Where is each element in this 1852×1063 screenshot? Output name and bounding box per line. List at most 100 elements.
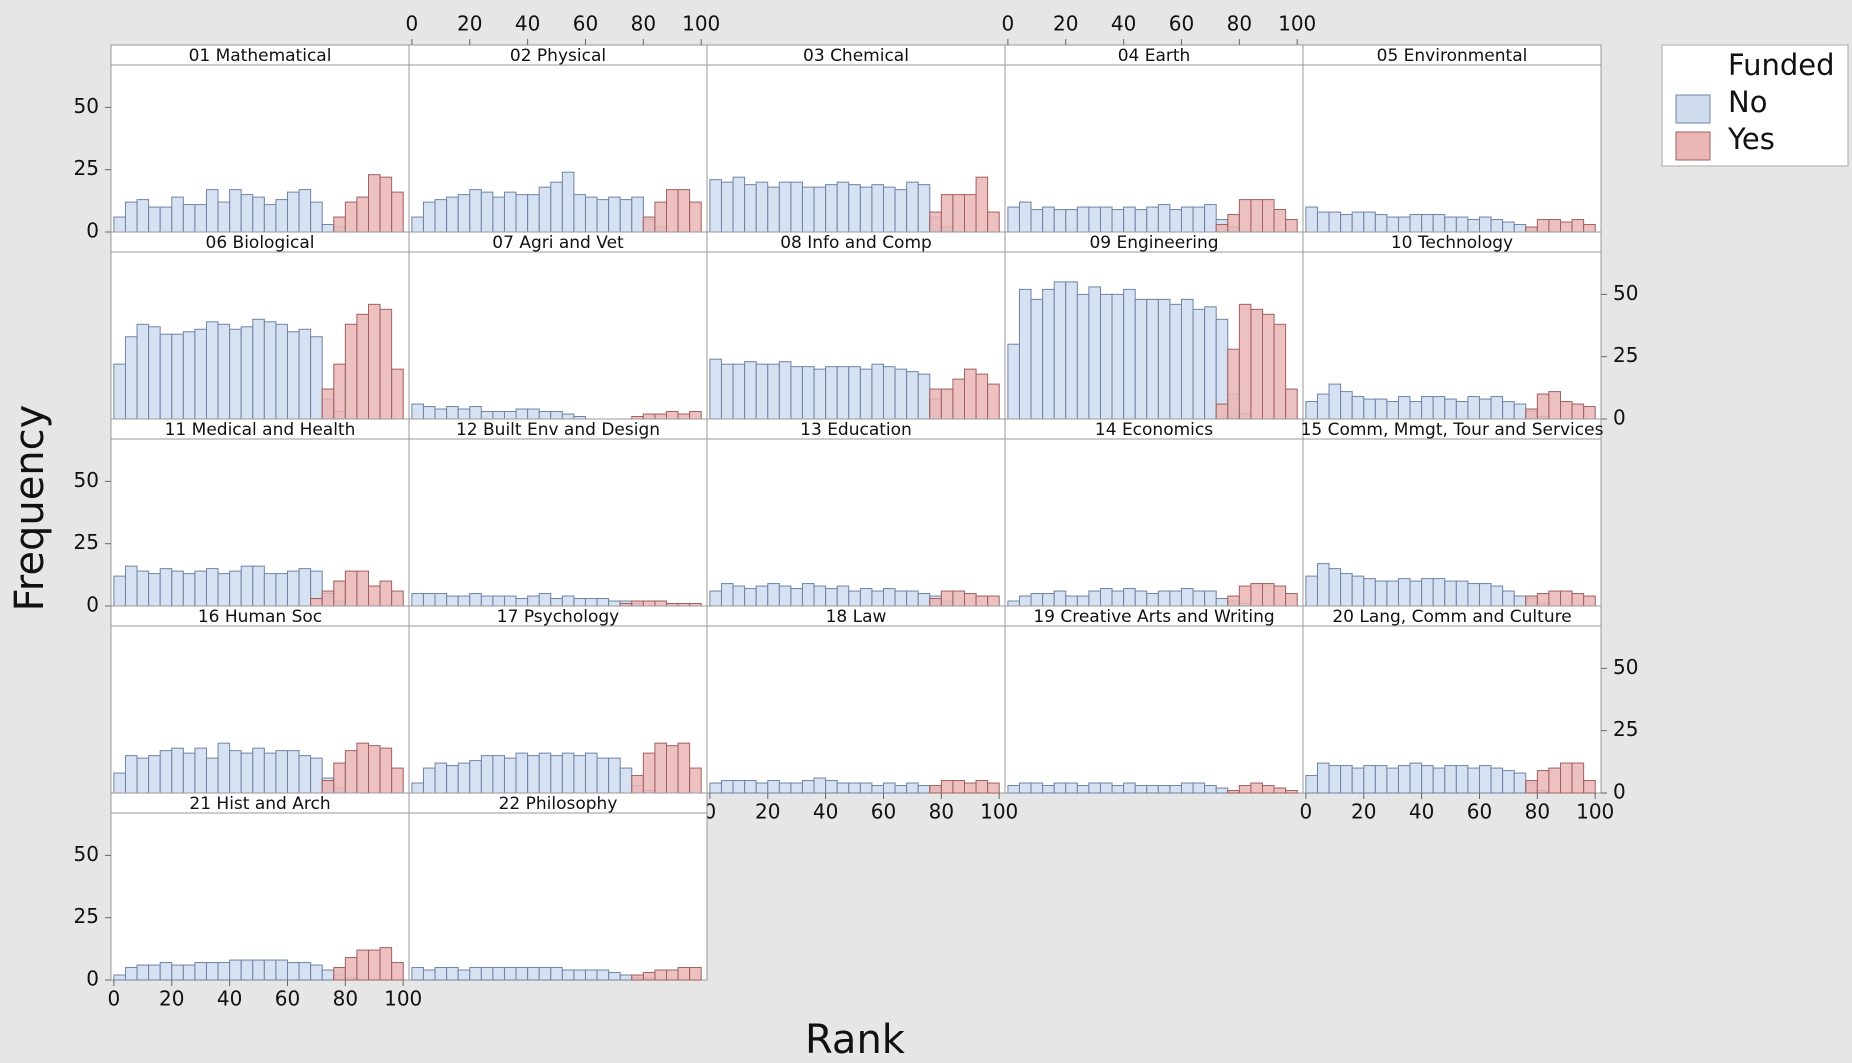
histogram-bar — [631, 196, 644, 233]
histogram-bar — [642, 600, 656, 607]
histogram-bar — [1215, 598, 1229, 607]
histogram-bar — [515, 408, 529, 420]
x-tick-label: 40 — [1409, 800, 1434, 824]
histogram-bar — [1571, 762, 1585, 794]
panel — [1302, 605, 1602, 794]
y-tick-label: 0 — [86, 967, 99, 991]
histogram-bar — [1111, 209, 1125, 233]
histogram-bar — [1536, 219, 1550, 233]
histogram-bar — [411, 403, 424, 420]
histogram-bar — [1250, 583, 1263, 607]
histogram-bar — [1525, 780, 1538, 794]
histogram-bar — [732, 176, 746, 233]
histogram-bar — [182, 752, 196, 794]
histogram-bar — [527, 194, 540, 233]
histogram-bar — [1467, 219, 1480, 233]
histogram-bar — [975, 780, 989, 794]
histogram-bar — [940, 780, 954, 794]
histogram-bar — [457, 969, 471, 981]
histogram-bar — [619, 974, 633, 981]
histogram-bar — [1157, 298, 1171, 420]
histogram-bar — [515, 194, 529, 233]
histogram-bar — [538, 752, 552, 794]
histogram-bar — [217, 742, 231, 794]
histogram-bar — [1478, 398, 1492, 420]
histogram-bar — [1455, 580, 1469, 607]
histogram-bar — [457, 762, 471, 794]
histogram-bar — [263, 959, 277, 981]
histogram-bar — [1204, 204, 1217, 233]
panel — [408, 792, 708, 981]
histogram-bar — [963, 194, 977, 233]
x-tick-label: 20 — [457, 12, 482, 36]
histogram-bar — [1548, 219, 1561, 233]
x-tick-label: 0 — [406, 12, 419, 36]
histogram-bar — [642, 413, 656, 420]
histogram-bar — [422, 406, 436, 420]
histogram-bar — [882, 186, 896, 233]
histogram-bar — [1180, 782, 1194, 794]
histogram-bar — [1409, 762, 1423, 794]
histogram-bar — [665, 969, 679, 981]
histogram-bar — [356, 570, 369, 607]
histogram-bar — [882, 588, 896, 607]
histogram-bar — [159, 750, 173, 794]
histogram-bar — [422, 201, 436, 233]
histogram-bar — [1351, 211, 1365, 233]
histogram-bar — [480, 191, 494, 233]
histogram-bar — [1192, 308, 1206, 420]
histogram-bar — [229, 750, 242, 794]
histogram-bar — [1571, 593, 1585, 607]
histogram-bar — [286, 962, 300, 981]
histogram-bar — [446, 196, 459, 233]
histogram-bar — [1305, 401, 1318, 420]
histogram-bar — [1285, 219, 1298, 233]
histogram-bar — [1374, 214, 1388, 233]
histogram-bar — [767, 780, 780, 794]
histogram-bar — [1273, 323, 1287, 420]
histogram-bar — [333, 216, 346, 233]
histogram-bar — [391, 191, 404, 233]
histogram-bar — [1409, 401, 1423, 420]
histogram-bar — [1432, 578, 1446, 607]
histogram-bar — [720, 780, 734, 794]
histogram-bar — [356, 196, 369, 233]
histogram-bar — [1099, 782, 1113, 794]
histogram-bar — [1146, 593, 1159, 607]
histogram-bar — [171, 196, 184, 233]
histogram-bar — [1065, 782, 1078, 794]
histogram-bar — [952, 194, 965, 233]
histogram-bar — [940, 388, 954, 420]
histogram-bar — [665, 745, 679, 794]
histogram-bar — [1250, 782, 1263, 794]
x-tick-label: 20 — [1351, 800, 1376, 824]
panel-title: 07 Agri and Vet — [492, 233, 624, 253]
histogram-bar — [1042, 206, 1055, 233]
histogram-bar — [1513, 595, 1527, 607]
histogram-bar — [848, 366, 861, 420]
histogram-bar — [1088, 286, 1101, 420]
histogram-bar — [813, 585, 827, 607]
histogram-bar — [1583, 224, 1596, 233]
histogram-bar — [654, 742, 667, 794]
histogram-bar — [252, 565, 265, 607]
histogram-bar — [367, 745, 381, 794]
histogram-bar — [1328, 383, 1342, 420]
histogram-bar — [275, 573, 288, 607]
panel-title: 06 Biological — [206, 233, 315, 253]
histogram-bar — [573, 755, 586, 794]
histogram-bar — [1007, 206, 1020, 233]
histogram-bar — [240, 752, 254, 794]
y-tick-label: 25 — [74, 156, 99, 180]
panel-title: 15 Comm, Mmgt, Tour and Services — [1301, 420, 1604, 440]
histogram-bar — [732, 780, 746, 794]
histogram-bar — [321, 780, 335, 794]
histogram-bar — [1018, 288, 1032, 420]
histogram-bar — [801, 366, 815, 420]
histogram-bar — [1340, 765, 1353, 794]
histogram-bar — [561, 413, 575, 420]
legend-label: No — [1728, 85, 1767, 119]
histogram-bar — [1099, 293, 1113, 420]
histogram-bar — [310, 757, 323, 794]
histogram-bar — [538, 967, 552, 981]
